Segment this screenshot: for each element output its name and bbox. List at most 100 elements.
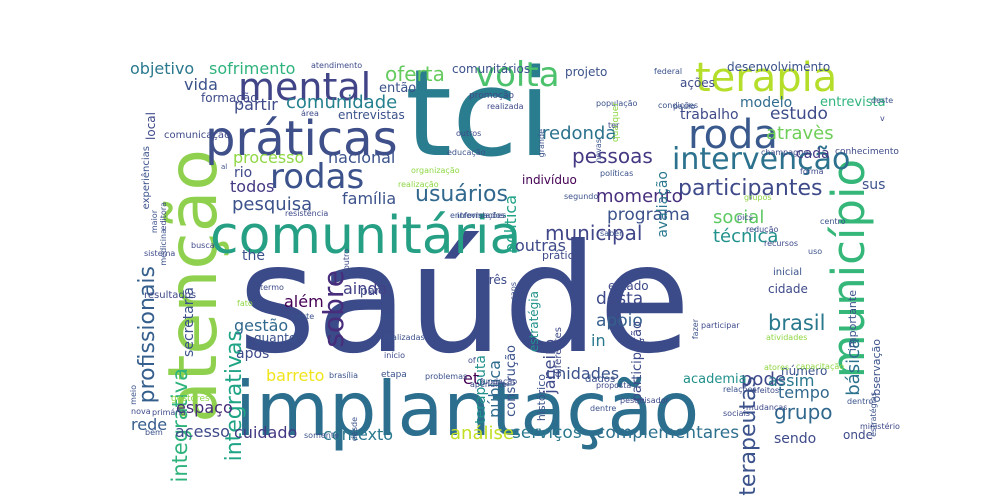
word-comunicacao: comunicação bbox=[164, 130, 231, 141]
word-analise: análise bbox=[450, 423, 514, 444]
word-partir: partir bbox=[234, 95, 278, 114]
word-ter: ter bbox=[608, 121, 620, 130]
word-al: al bbox=[221, 163, 228, 171]
word-pratica: prática bbox=[542, 249, 581, 262]
word-comunitaria: comunitária bbox=[210, 206, 522, 266]
word-reducao: redução bbox=[746, 225, 779, 234]
word-familia: família bbox=[342, 189, 397, 208]
word-numero: número bbox=[781, 364, 828, 378]
word-individuo: indivíduo bbox=[522, 173, 577, 187]
word-estudo: estudo bbox=[770, 104, 828, 124]
word-historico: histórico bbox=[535, 374, 548, 422]
word-relacoes: relações bbox=[723, 385, 757, 394]
word-roda: roda bbox=[688, 112, 778, 158]
word-conhecimento: conhecimento bbox=[835, 147, 899, 157]
word-busca: busca bbox=[191, 241, 215, 250]
word-apos: após bbox=[236, 346, 270, 362]
word-local: local bbox=[144, 112, 158, 141]
word-politicas: políticas bbox=[600, 169, 634, 178]
word-fato: fato bbox=[237, 299, 253, 308]
word-in: in bbox=[591, 331, 606, 350]
word-alem: além bbox=[284, 292, 324, 311]
word-dentre: dentre bbox=[590, 404, 617, 413]
word-participantes: participantes bbox=[678, 176, 823, 201]
word-capacitacao: capacitação bbox=[796, 362, 845, 371]
word-of: of bbox=[468, 356, 476, 365]
word-realizada: realizada bbox=[487, 102, 524, 111]
word-comunitarios: comunitários bbox=[452, 62, 531, 76]
word-outro: outro bbox=[342, 248, 351, 270]
word-intervencao: intervenção bbox=[672, 142, 851, 177]
word-saber: saber bbox=[600, 229, 623, 238]
word-sus: sus bbox=[862, 177, 886, 193]
word-entrevistas: entrevistas bbox=[338, 108, 405, 122]
word-assim: assim bbox=[768, 371, 815, 390]
word-projeto: projeto bbox=[565, 65, 608, 79]
word-forma: forma bbox=[800, 167, 824, 176]
word-academia: academia bbox=[683, 372, 747, 387]
word-medicina: medicina bbox=[159, 228, 168, 266]
word-mudancas: mudanças bbox=[746, 403, 788, 412]
word-objetivo: objetivo bbox=[130, 59, 195, 78]
word-champagne: champagne bbox=[761, 148, 809, 157]
word-comunidade: comunidade bbox=[286, 92, 398, 113]
word-barreto: barreto bbox=[266, 366, 325, 385]
word-dados: dados bbox=[585, 374, 616, 385]
word-servicos: serviços bbox=[512, 423, 582, 443]
word-pics: pics bbox=[737, 213, 753, 222]
word-nacional: nacional bbox=[328, 148, 396, 167]
word-todos: todos bbox=[230, 177, 275, 196]
word-trabalho: trabalho bbox=[680, 107, 739, 123]
word-novas: novas bbox=[594, 138, 603, 163]
word-organizacao: organização bbox=[411, 166, 460, 175]
word-atores: atores bbox=[764, 363, 790, 372]
word-acesso: acesso bbox=[175, 422, 230, 441]
word-oferta: oferta bbox=[385, 62, 445, 86]
word-parte: parte bbox=[360, 284, 392, 298]
word-tempo: tempo bbox=[778, 383, 830, 402]
word-sistema: sistema bbox=[144, 249, 176, 258]
word-caps: caps bbox=[509, 281, 518, 301]
word-efeitos: efeitos bbox=[752, 386, 780, 395]
word-saude: saúde bbox=[238, 213, 691, 387]
word-experiencias: experiências bbox=[141, 146, 152, 210]
word-paulo: paulo bbox=[673, 102, 696, 111]
word-etapa: etapa bbox=[381, 370, 407, 380]
word-brasilia: brasília bbox=[329, 371, 359, 380]
word-modelo: modelo bbox=[740, 95, 793, 111]
word-resultados: resultados bbox=[144, 290, 197, 301]
word-recursos: recursos bbox=[764, 239, 799, 248]
word-pesquisa: pesquisa bbox=[232, 194, 313, 215]
word-federal: federal bbox=[654, 67, 683, 76]
word-importante: importante bbox=[846, 290, 859, 352]
word-entrevistados: entrevistados bbox=[450, 211, 505, 220]
word-diferentes: diferentes bbox=[553, 327, 564, 378]
word-fazer: fazer bbox=[691, 318, 700, 339]
word-bem: bem bbox=[145, 428, 163, 437]
word-fundacao: fundação bbox=[480, 377, 518, 386]
word-contexto: contexto bbox=[323, 425, 394, 444]
word-implantacao: implantação bbox=[235, 365, 700, 453]
word-formacao: formação bbox=[201, 91, 258, 105]
word-redonda: redonda bbox=[542, 123, 617, 144]
word-problemas: problemas bbox=[425, 372, 468, 381]
word-processo: processo bbox=[233, 148, 305, 167]
word-praticas: práticas bbox=[205, 111, 398, 167]
word-apoio: apoio bbox=[596, 311, 643, 331]
word-meio: meio bbox=[129, 384, 138, 405]
word-brasil: brasil bbox=[768, 311, 826, 335]
word-rodas: rodas bbox=[270, 157, 365, 197]
word-grupo: grupo bbox=[774, 400, 833, 424]
word-editora: editora bbox=[159, 201, 168, 231]
word-desenvolvimento: desenvolvimento bbox=[727, 60, 831, 74]
word-onde: onde bbox=[843, 428, 873, 442]
word-desta: desta bbox=[596, 289, 644, 309]
word-tres: três bbox=[484, 273, 508, 287]
word-participar: participar bbox=[701, 321, 740, 330]
word-publica: pública bbox=[485, 360, 504, 419]
word-neste: neste bbox=[292, 312, 315, 321]
word-tecnica: técnica bbox=[713, 226, 779, 247]
word-inicio: início bbox=[384, 351, 406, 360]
word-informacoes: informações bbox=[457, 211, 507, 220]
word-gestores: gestores bbox=[171, 394, 210, 404]
